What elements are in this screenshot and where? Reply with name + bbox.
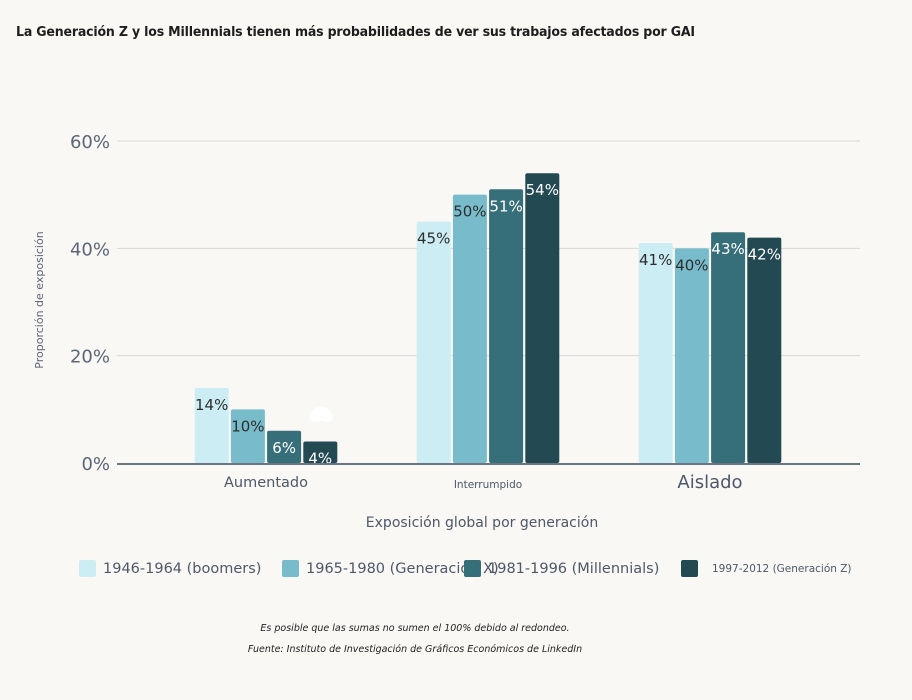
bar-aumentado-series-3[interactable]: [303, 441, 338, 463]
legend-item-millennials[interactable]: 1981‑1996 (Millennials): [464, 560, 659, 577]
y-tick-label: 40%: [70, 239, 110, 260]
bar-aislado-series-3[interactable]: [747, 237, 782, 463]
chart-title: La Generación Z y los Millennials tienen…: [16, 24, 695, 40]
bar-interrumpido-series-0[interactable]: [416, 221, 451, 464]
bar-interrumpido-series-2[interactable]: [489, 189, 524, 464]
data-label: 14%: [195, 396, 228, 414]
legend-swatch: [464, 560, 481, 577]
legend-swatch: [681, 560, 698, 577]
bar-aumentado-series-1[interactable]: [230, 409, 265, 463]
legend-item-boomers[interactable]: 1946‑1964 (boomers): [79, 560, 261, 577]
x-tick-label: Aislado: [677, 472, 742, 493]
bar-interrumpido-series-1[interactable]: [452, 194, 487, 463]
legend-label: 1997‑2012 (Generación Z): [712, 562, 852, 575]
bar-aumentado-series-0[interactable]: [194, 387, 229, 463]
bars: [194, 173, 782, 464]
y-axis-ticks: 0% 20% 40% 60%: [70, 132, 110, 475]
legend-swatch: [282, 560, 299, 577]
data-label: 40%: [675, 256, 708, 274]
source-note: Fuente: Instituto de Investigación de Gr…: [247, 644, 583, 655]
data-label: 51%: [489, 197, 522, 215]
x-axis-title: Exposición global por generación: [366, 515, 598, 531]
data-label: 10%: [231, 417, 264, 435]
bar-aislado-series-2[interactable]: [711, 232, 746, 463]
x-axis-categories: Aumentado Interrumpido Aislado: [224, 472, 743, 493]
y-tick-label: 20%: [70, 347, 110, 368]
data-label: 54%: [526, 181, 559, 199]
legend-label: 1946‑1964 (boomers): [103, 560, 262, 577]
legend-item-gen-z[interactable]: 1997‑2012 (Generación Z): [681, 560, 852, 577]
x-tick-label: Aumentado: [224, 475, 308, 491]
y-tick-label: 0%: [81, 454, 110, 475]
cloud-decoration: [309, 407, 333, 422]
bar-aislado-series-0[interactable]: [638, 242, 673, 463]
legend-label: 1965‑1980 (Generación X): [306, 560, 499, 577]
data-label: 41%: [639, 251, 672, 269]
rounding-note: Es posible que las sumas no sumen el 100…: [260, 623, 570, 634]
data-label: 43%: [711, 240, 744, 258]
bar-interrumpido-series-3[interactable]: [525, 173, 560, 463]
data-label: 42%: [748, 246, 781, 264]
bar-aumentado-series-2[interactable]: [267, 430, 302, 463]
y-tick-label: 60%: [70, 132, 110, 153]
y-axis-title: Proporción de exposición: [33, 231, 46, 368]
x-tick-label: Interrumpido: [454, 479, 522, 491]
legend-item-gen-x[interactable]: 1965‑1980 (Generación X): [282, 560, 499, 577]
data-label: 50%: [453, 203, 486, 221]
data-label: 6%: [272, 439, 296, 457]
legend-label: 1981‑1996 (Millennials): [488, 560, 660, 577]
data-label: 45%: [417, 230, 450, 248]
bar-aislado-series-1[interactable]: [674, 248, 709, 463]
legend-swatch: [79, 560, 96, 577]
